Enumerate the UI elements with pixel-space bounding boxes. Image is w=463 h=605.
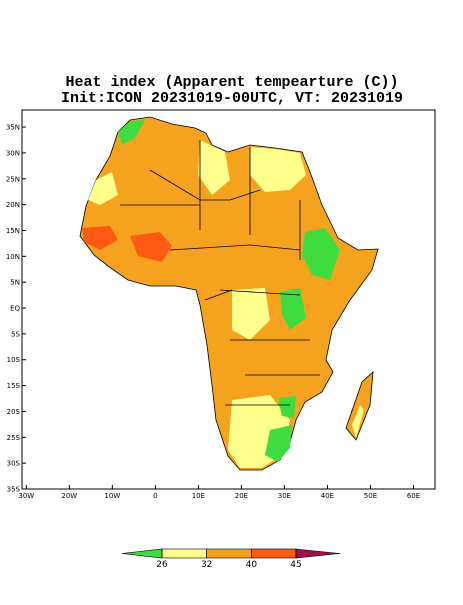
dark-orange-region [130, 232, 172, 262]
x-tick-label: 20W [61, 492, 77, 500]
green-region [278, 396, 296, 418]
africa [79, 116, 379, 471]
y-tick-label: 10N [6, 253, 20, 261]
title: Heat index (Apparent tempearture (C)) [65, 74, 398, 91]
green-region [280, 288, 306, 330]
madagascar [345, 371, 374, 441]
x-tick-label: 40E [321, 492, 334, 500]
y-tick-label: EQ [10, 305, 20, 313]
y-tick-label: 15S [7, 382, 21, 390]
y-tick-label: 30S [7, 460, 21, 468]
y-tick-label: 20S [7, 408, 21, 416]
map-frame [21, 109, 436, 490]
x-tick-label: 30E [278, 492, 291, 500]
y-tick-label: 35S [7, 486, 21, 494]
yellow-region [250, 147, 306, 192]
y-tick-label: 5N [10, 279, 20, 287]
colorbar-label: 26 [156, 560, 168, 570]
green-region [265, 425, 292, 462]
green-region [118, 120, 145, 145]
x-tick-label: 30W [18, 492, 34, 500]
x-tick-label: 10E [192, 492, 205, 500]
y-tick-label: 20N [6, 201, 20, 209]
colorbar-segment [161, 548, 207, 559]
colorbar: 26 32 40 45 [121, 548, 341, 570]
yellow-region [88, 172, 118, 205]
x-tick-label: 0 [153, 492, 157, 500]
dark-orange-region [82, 226, 118, 250]
country-border [120, 140, 320, 406]
y-tick-label: 10S [7, 356, 21, 364]
y-tick-label: 5S [11, 330, 20, 338]
x-tick-label: 50E [364, 492, 377, 500]
yellow-region [198, 140, 230, 195]
y-tick-label: 35N [6, 124, 20, 132]
colorbar-label: 32 [201, 560, 212, 570]
y-tick-label: 30N [6, 149, 20, 157]
colorbar-low-end [121, 548, 163, 559]
yellow-region [232, 288, 270, 340]
colorbar-label: 45 [290, 560, 301, 570]
x-tick-label: 20E [235, 492, 248, 500]
y-tick-label: 15N [6, 227, 20, 235]
madagascar-green [352, 405, 364, 438]
y-tick-label: 25N [6, 175, 20, 183]
y-tick-label: 25S [7, 434, 21, 442]
colorbar-label: 40 [246, 560, 258, 570]
colorbar-high-end [295, 548, 341, 559]
x-tick-label: 60E [407, 492, 420, 500]
green-region [302, 228, 340, 280]
map-area [79, 116, 379, 471]
subtitle: Init:ICON 20231019-00UTC, VT: 20231019 [61, 90, 403, 107]
colorbar-segment [206, 548, 252, 559]
x-tick-label: 10W [104, 492, 120, 500]
colorbar-segment [251, 548, 297, 559]
